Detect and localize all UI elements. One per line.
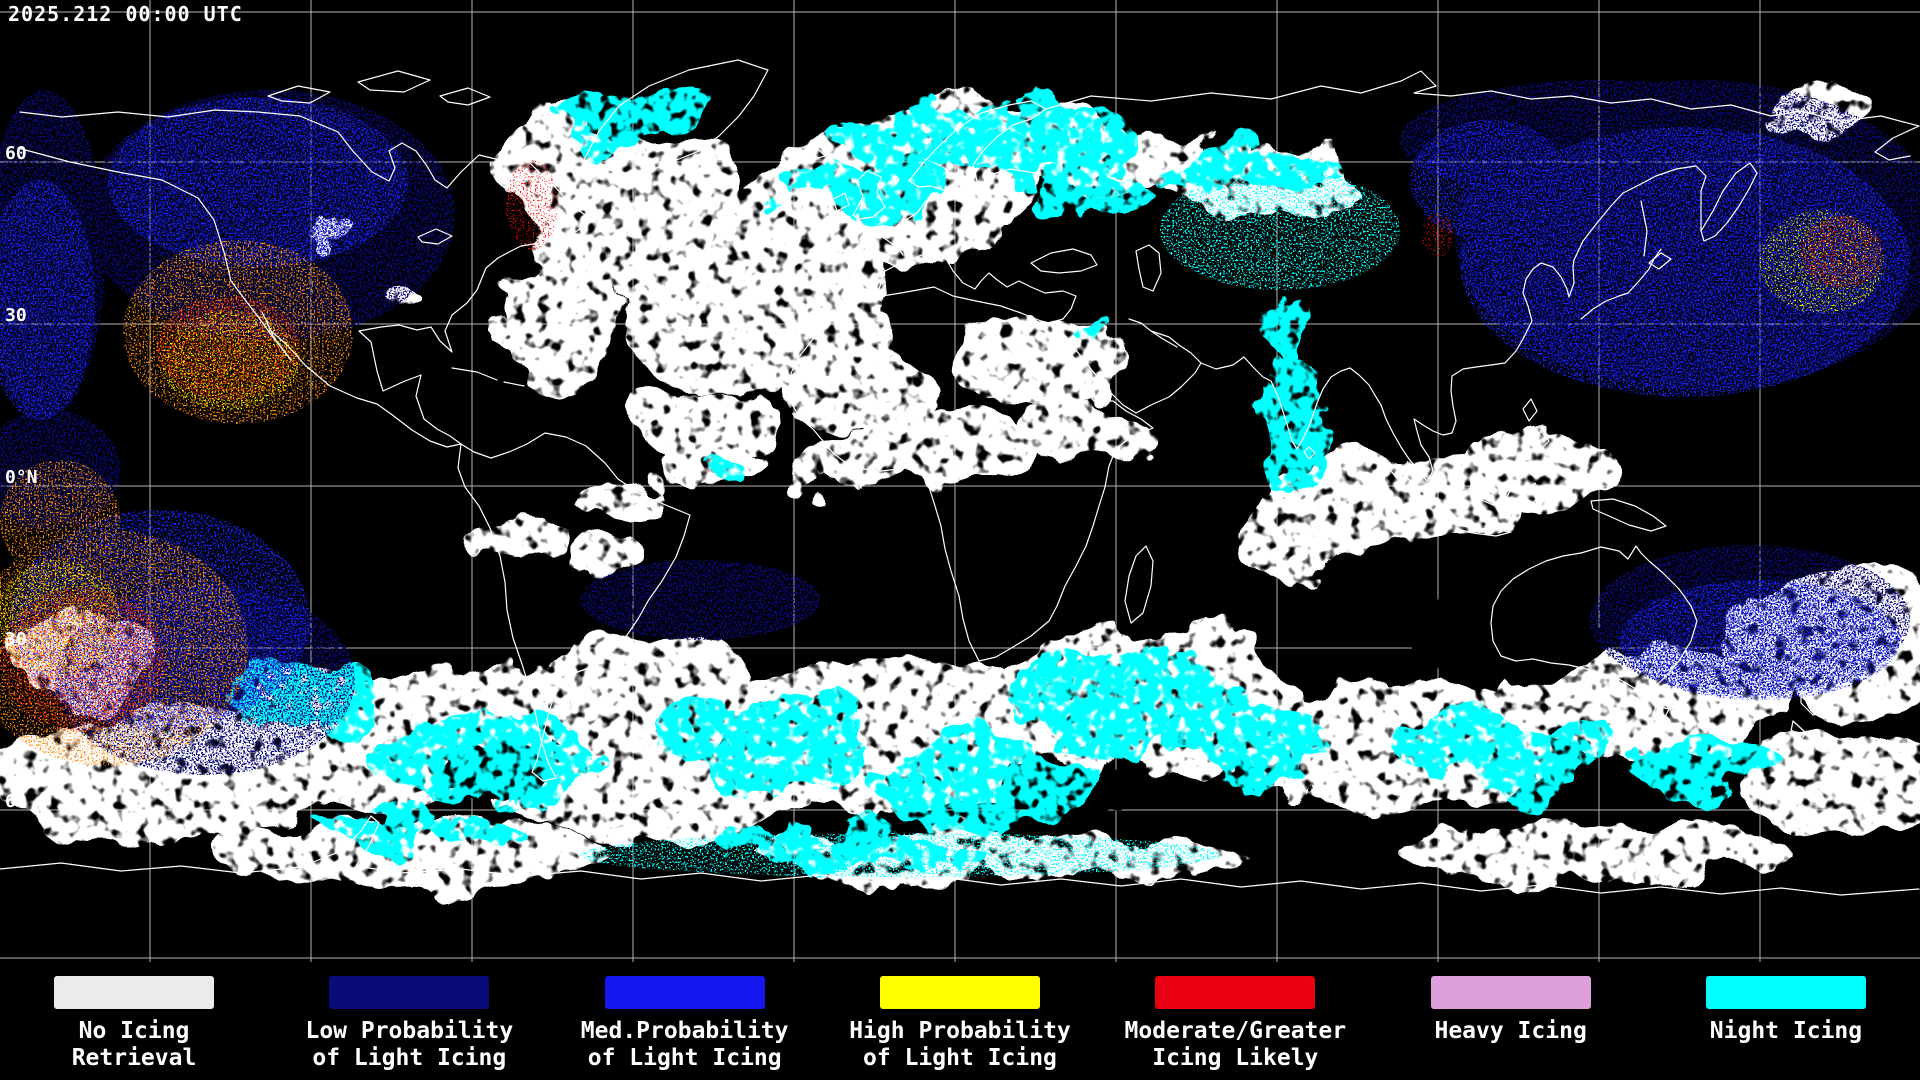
- legend-label-no-icing: No Icing Retrieval: [72, 1018, 197, 1072]
- legend-item-heavy-icing: Heavy Icing: [1385, 976, 1637, 1072]
- legend-label-line1: Med.Probability: [580, 1018, 789, 1044]
- legend-label-line2: Icing Likely: [1152, 1045, 1319, 1071]
- legend-swatch-moderate-greater: [1155, 976, 1316, 1009]
- legend-label-line2: of Light Icing: [587, 1045, 782, 1071]
- legend-item-med-probability: Med.Probability of Light Icing: [559, 976, 811, 1072]
- legend-item-no-icing: No Icing Retrieval: [8, 976, 260, 1072]
- lat-label-60s: 60: [5, 791, 27, 812]
- legend-label-heavy-icing: Heavy Icing: [1434, 1018, 1586, 1072]
- legend-label-med-probability: Med.Probability of Light Icing: [581, 1018, 789, 1072]
- legend-label-line1: No Icing: [78, 1018, 190, 1044]
- legend-label-moderate-greater: Moderate/Greater Icing Likely: [1125, 1018, 1347, 1072]
- lat-label-30s: 30: [5, 629, 27, 650]
- legend-item-high-probability: High Probability of Light Icing: [834, 976, 1086, 1072]
- legend-swatch-no-icing: [54, 976, 214, 1009]
- night-icing-speckles: [580, 170, 1400, 877]
- timestamp-label: 2025.212 00:00 UTC: [8, 2, 243, 26]
- legend-swatch-heavy-icing: [1430, 976, 1591, 1009]
- legend-label-line2: of Light Icing: [312, 1045, 507, 1071]
- moderate-greater-speckles: [0, 160, 1884, 732]
- legend-item-moderate-greater: Moderate/Greater Icing Likely: [1109, 976, 1361, 1072]
- legend-swatch-night-icing: [1705, 976, 1866, 1009]
- legend-swatch-low-probability: [329, 976, 490, 1009]
- legend-label-night-icing: Night Icing: [1710, 1018, 1862, 1072]
- legend-swatch-high-probability: [879, 976, 1040, 1009]
- legend-item-low-probability: Low Probability of Light Icing: [283, 976, 535, 1072]
- legend-label-line1: Heavy Icing: [1434, 1018, 1587, 1044]
- global-icing-map: 60 30 0°N 30 60 2025.212 00:00 UTC: [0, 0, 1920, 962]
- latitude-labels: 60 30 0°N 30 60: [5, 143, 38, 812]
- legend-label-line2: Retrieval: [71, 1045, 197, 1071]
- lat-label-30n: 30: [5, 305, 27, 326]
- legend-label-line1: Low Probability: [305, 1018, 514, 1044]
- legend-item-night-icing: Night Icing: [1660, 976, 1912, 1072]
- lat-label-60n: 60: [5, 143, 27, 164]
- legend-label-line1: Night Icing: [1709, 1018, 1863, 1044]
- legend-bar: No Icing Retrieval Low Probability of Li…: [0, 962, 1920, 1080]
- legend-label-line2: of Light Icing: [863, 1045, 1057, 1071]
- legend-swatch-med-probability: [604, 976, 765, 1009]
- lat-label-equator: 0°N: [5, 467, 38, 488]
- legend-label-high-probability: High Probability of Light Icing: [849, 1018, 1071, 1072]
- world-map-svg: 60 30 0°N 30 60: [0, 0, 1920, 962]
- icing-speckle-regions: [0, 80, 1920, 877]
- coastlines: [0, 59, 1920, 896]
- legend-label-line1: High Probability: [849, 1018, 1071, 1044]
- legend-label-low-probability: Low Probability of Light Icing: [305, 1018, 513, 1072]
- legend-label-line1: Moderate/Greater: [1124, 1018, 1347, 1044]
